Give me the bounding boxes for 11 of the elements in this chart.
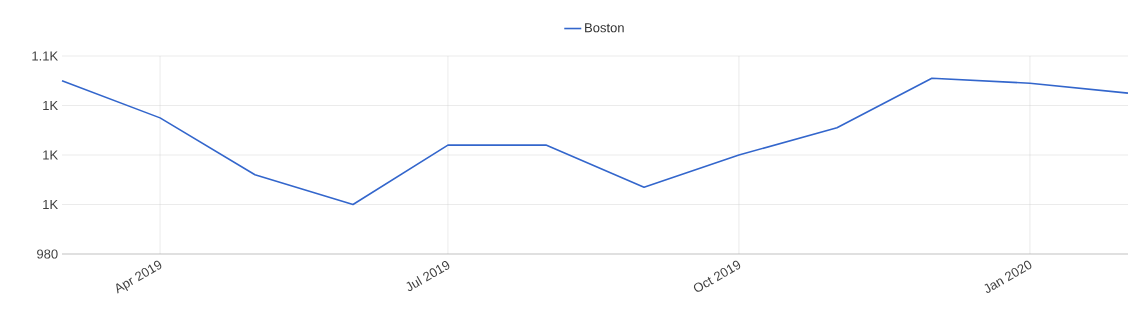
y-tick-label: 1K (43, 101, 58, 110)
x-tick-label: Apr 2019 (116, 260, 162, 294)
y-tick-label: 1K (43, 200, 58, 209)
y-tick-label: 980 (37, 249, 58, 259)
x-tick-label: Jul 2019 (406, 261, 450, 292)
legend-label: Boston (585, 23, 624, 33)
x-tick-label: Oct 2019 (693, 260, 741, 292)
y-tick-label: 1.1K (32, 51, 58, 61)
x-tick-label: Jan 2020 (984, 260, 1032, 293)
y-tick-label: 1K (43, 150, 58, 160)
line-series (61, 77, 1129, 206)
